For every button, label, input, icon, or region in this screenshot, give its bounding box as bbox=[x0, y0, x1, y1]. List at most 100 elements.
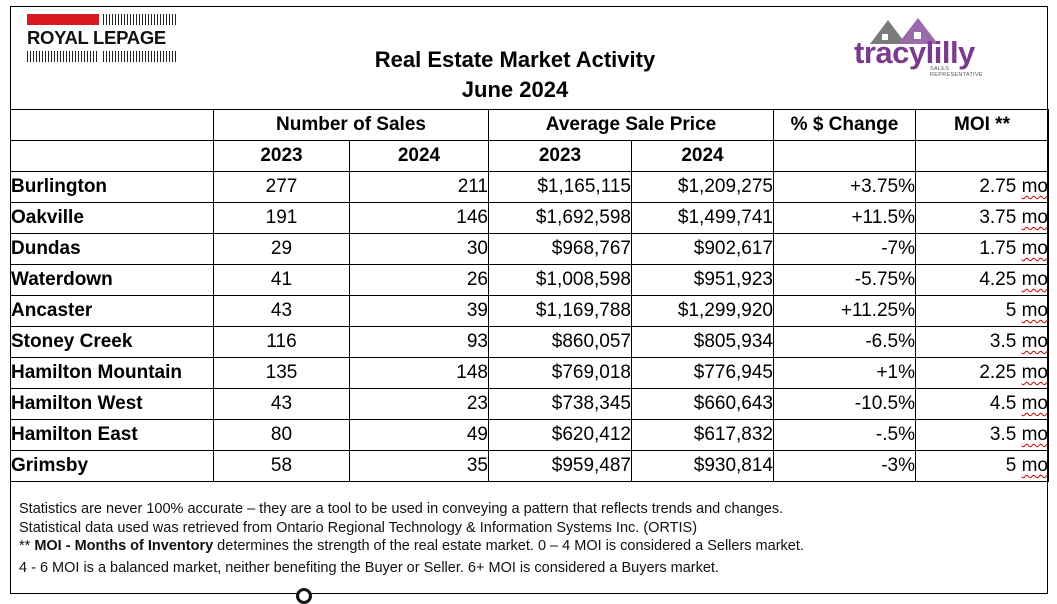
price-2023-cell: $769,018 bbox=[488, 357, 632, 389]
footnote-accuracy: Statistics are never 100% accurate – the… bbox=[19, 501, 784, 517]
logo-bar bbox=[103, 14, 177, 25]
row-city: Grimsby bbox=[10, 450, 214, 482]
price-2024-cell: $776,945 bbox=[631, 357, 774, 389]
table-row: Grimsby 58 35 $959,487 $930,814 -3% 5 mo bbox=[10, 450, 1049, 482]
page-title: Real Estate Market Activity June 2024 bbox=[0, 45, 1030, 105]
percent-change-cell: -10.5% bbox=[773, 388, 916, 420]
row-city: Hamilton West bbox=[10, 388, 214, 420]
header-blank bbox=[10, 109, 214, 141]
moi-cell: 3.5 mo bbox=[915, 419, 1049, 451]
title-line-2: June 2024 bbox=[461, 77, 569, 102]
moi-value: 3.5 bbox=[989, 331, 1017, 352]
percent-change-cell: +1% bbox=[773, 357, 916, 389]
rotate-handle[interactable] bbox=[296, 588, 312, 604]
moi-value: 2.25 bbox=[979, 362, 1017, 383]
moi-value: 3.5 bbox=[989, 424, 1017, 445]
price-2023-cell: $1,008,598 bbox=[488, 264, 632, 296]
sales-2024-cell: 39 bbox=[349, 295, 489, 327]
moi-value: 4.25 bbox=[979, 269, 1017, 290]
tracy-lilly-logo: tracylilly SALES REPRESENTATIVE bbox=[852, 16, 998, 78]
sales-2023-cell: 41 bbox=[213, 264, 350, 296]
moi-value: 3.75 bbox=[979, 207, 1017, 228]
footnote-moi-prefix: ** bbox=[19, 538, 35, 554]
table-row: Ancaster 43 39 $1,169,788 $1,299,920 +11.25% 5… bbox=[10, 295, 1049, 327]
moi-cell: 5 mo bbox=[915, 295, 1049, 327]
price-2024-cell: $902,617 bbox=[631, 233, 774, 265]
year-header-row: 2023 2024 2023 2024 bbox=[10, 140, 1049, 172]
group-header-row: Number of Sales Average Sale Price % $ C… bbox=[10, 109, 1049, 141]
sales-2023-cell: 135 bbox=[213, 357, 350, 389]
footnote-moi-text: determines the strength of the real esta… bbox=[213, 538, 804, 554]
royal-lepage-logo: ROYAL LEPAGE bbox=[27, 14, 177, 62]
table-row: Hamilton West 43 23 $738,345 $660,643 -10.5% 4… bbox=[10, 388, 1049, 420]
table-row: Burlington 277 211 $1,165,115 $1,209,275 +3.7… bbox=[10, 171, 1049, 203]
moi-value: 5 bbox=[1005, 455, 1017, 476]
moi-unit: mo bbox=[1021, 424, 1048, 445]
moi-unit: mo bbox=[1021, 176, 1048, 197]
sales-2023-cell: 191 bbox=[213, 202, 350, 234]
sales-2024-cell: 146 bbox=[349, 202, 489, 234]
price-2023-cell: $968,767 bbox=[488, 233, 632, 265]
row-city: Hamilton Mountain bbox=[10, 357, 214, 389]
percent-change-cell: -5.75% bbox=[773, 264, 916, 296]
header-blank bbox=[915, 140, 1049, 172]
sales-2024-cell: 93 bbox=[349, 326, 489, 358]
price-2024-cell: $660,643 bbox=[631, 388, 774, 420]
header-sales-2024: 2024 bbox=[349, 140, 489, 172]
moi-unit: mo bbox=[1021, 207, 1048, 228]
moi-unit: mo bbox=[1021, 300, 1048, 321]
logo-bar bbox=[27, 14, 99, 25]
moi-value: 2.75 bbox=[979, 176, 1017, 197]
moi-cell: 5 mo bbox=[915, 450, 1049, 482]
price-2024-cell: $805,934 bbox=[631, 326, 774, 358]
moi-unit: mo bbox=[1021, 362, 1048, 383]
price-2023-cell: $1,692,598 bbox=[488, 202, 632, 234]
footnote-moi: ** MOI - Months of Inventory determines … bbox=[19, 537, 804, 556]
header-blank bbox=[10, 140, 214, 172]
moi-unit: mo bbox=[1021, 238, 1048, 259]
sales-2023-cell: 58 bbox=[213, 450, 350, 482]
sales-2024-cell: 26 bbox=[349, 264, 489, 296]
logo-bar bbox=[27, 51, 99, 62]
moi-unit: mo bbox=[1021, 269, 1048, 290]
sales-2024-cell: 35 bbox=[349, 450, 489, 482]
moi-value: 5 bbox=[1005, 300, 1017, 321]
table-body: Burlington 277 211 $1,165,115 $1,209,275 +3.7… bbox=[10, 171, 1049, 482]
sales-2023-cell: 116 bbox=[213, 326, 350, 358]
sales-2023-cell: 277 bbox=[213, 171, 350, 203]
price-2024-cell: $930,814 bbox=[631, 450, 774, 482]
logo-bar bbox=[103, 51, 177, 62]
percent-change-cell: -.5% bbox=[773, 419, 916, 451]
moi-cell: 3.5 mo bbox=[915, 326, 1049, 358]
row-city: Oakville bbox=[10, 202, 214, 234]
moi-unit: mo bbox=[1021, 331, 1048, 352]
sales-2023-cell: 29 bbox=[213, 233, 350, 265]
sales-2023-cell: 43 bbox=[213, 388, 350, 420]
header-number-of-sales: Number of Sales bbox=[213, 109, 489, 141]
header-blank bbox=[773, 140, 916, 172]
moi-cell: 4.25 mo bbox=[915, 264, 1049, 296]
moi-unit: mo bbox=[1021, 393, 1048, 414]
moi-value: 4.5 bbox=[989, 393, 1017, 414]
row-city: Ancaster bbox=[10, 295, 214, 327]
price-2023-cell: $1,165,115 bbox=[488, 171, 632, 203]
moi-cell: 1.75 mo bbox=[915, 233, 1049, 265]
price-2023-cell: $1,169,788 bbox=[488, 295, 632, 327]
house-roof-icon bbox=[870, 18, 938, 44]
table-row: Hamilton East 80 49 $620,412 $617,832 -.5% 3.5… bbox=[10, 419, 1049, 451]
price-2023-cell: $959,487 bbox=[488, 450, 632, 482]
sales-2024-cell: 49 bbox=[349, 419, 489, 451]
moi-cell: 3.75 mo bbox=[915, 202, 1049, 234]
price-2024-cell: $1,209,275 bbox=[631, 171, 774, 203]
percent-change-cell: -3% bbox=[773, 450, 916, 482]
header-price-2024: 2024 bbox=[631, 140, 774, 172]
title-line-1: Real Estate Market Activity bbox=[374, 47, 656, 72]
header-percent-change: % $ Change bbox=[773, 109, 916, 141]
footnotes: Statistics are never 100% accurate – the… bbox=[19, 500, 804, 577]
percent-change-cell: -6.5% bbox=[773, 326, 916, 358]
percent-change-cell: -7% bbox=[773, 233, 916, 265]
row-city: Stoney Creek bbox=[10, 326, 214, 358]
percent-change-cell: +11.25% bbox=[773, 295, 916, 327]
table-row: Waterdown 41 26 $1,008,598 $951,923 -5.75% 4.2… bbox=[10, 264, 1049, 296]
moi-cell: 4.5 mo bbox=[915, 388, 1049, 420]
